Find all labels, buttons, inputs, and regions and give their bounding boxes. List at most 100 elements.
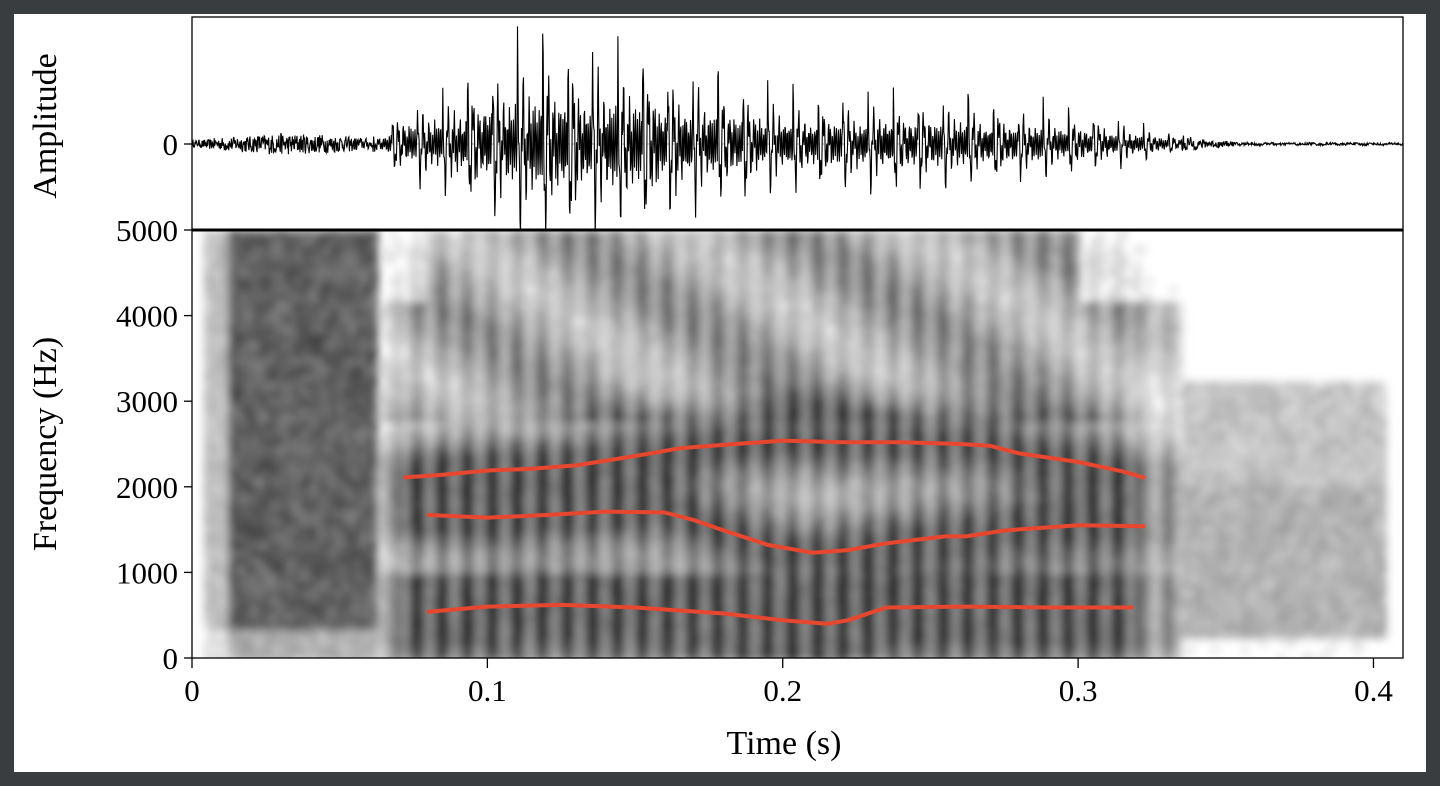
spectrogram-cell: [240, 590, 247, 599]
spectrogram-cell: [258, 646, 265, 655]
spectrogram-cell: [498, 446, 505, 455]
spectrogram-cell: [576, 566, 583, 575]
spectrogram-cell: [264, 374, 271, 383]
spectrogram-cell: [552, 286, 559, 295]
spectrogram-cell: [444, 654, 451, 658]
spectrogram-cell: [540, 398, 547, 407]
spectrogram-cell: [210, 526, 217, 535]
spectrogram-cell: [408, 478, 415, 487]
spectrogram-cell: [606, 558, 613, 567]
spectrogram-cell: [492, 334, 499, 343]
spectrogram-cell: [714, 430, 721, 439]
spectrogram-cell: [354, 398, 361, 407]
spectrogram-cell: [636, 438, 643, 447]
spectrogram-cell: [360, 398, 367, 407]
spectrogram-cell: [582, 542, 589, 551]
spectrogram-cell: [216, 534, 223, 543]
spectrogram-cell: [540, 478, 547, 487]
spectrogram-cell: [528, 494, 535, 503]
spectrogram-cell: [690, 550, 697, 559]
spectrogram-cell: [258, 294, 265, 303]
spectrogram-cell: [486, 638, 493, 647]
spectrogram-cell: [642, 278, 649, 287]
spectrogram-cell: [360, 406, 367, 415]
spectrogram-cell: [648, 550, 655, 559]
spectrogram-cell: [342, 262, 349, 271]
spectrogram-cell: [738, 598, 745, 607]
spectrogram-cell: [438, 654, 445, 658]
spectrogram-cell: [492, 622, 499, 631]
spectrogram-cell: [714, 606, 721, 615]
spectrogram-cell: [408, 470, 415, 479]
spectrogram-cell: [594, 262, 601, 271]
spectrogram-cell: [336, 254, 343, 263]
spectrogram-cell: [426, 574, 433, 583]
spectrogram-cell: [684, 414, 691, 423]
spectrogram-cell: [264, 310, 271, 319]
spectrogram-cell: [750, 646, 757, 655]
spectrogram-cell: [744, 398, 751, 407]
spectrogram-cell: [546, 326, 553, 335]
spectrogram-cell: [684, 534, 691, 543]
spectrogram-cell: [462, 238, 469, 247]
spectrogram-cell: [678, 238, 685, 247]
spectrogram-cell: [276, 246, 283, 255]
spectrogram-cell: [642, 334, 649, 343]
spectrogram-cell: [582, 582, 589, 591]
spectrogram-cell: [240, 334, 247, 343]
spectrogram-cell: [324, 454, 331, 463]
spectrogram-cell: [714, 382, 721, 391]
spectrogram-cell: [246, 238, 253, 247]
spectrogram-cell: [228, 366, 235, 375]
spectrogram-cell: [294, 534, 301, 543]
spectrogram-cell: [240, 398, 247, 407]
spectrogram-cell: [480, 238, 487, 247]
spectrogram-cell: [570, 534, 577, 543]
spectrogram-cell: [678, 470, 685, 479]
spectrogram-cell: [474, 230, 481, 239]
spectrogram-cell: [456, 350, 463, 359]
spectrogram-cell: [570, 238, 577, 247]
spectrogram-cell: [744, 294, 751, 303]
spectrogram-cell: [240, 630, 247, 639]
spectrogram-cell: [678, 454, 685, 463]
spectrogram-cell: [750, 430, 757, 439]
spectrogram-cell: [294, 246, 301, 255]
spectrogram-cell: [312, 254, 319, 263]
spectrogram-cell: [360, 438, 367, 447]
spectrogram-cell: [228, 382, 235, 391]
spectrogram-cell: [216, 278, 223, 287]
spectrogram-cell: [330, 462, 337, 471]
spectrogram-cell: [240, 286, 247, 295]
spectrogram-cell: [294, 406, 301, 415]
spectrogram-cell: [594, 526, 601, 535]
spectrogram-cell: [660, 398, 667, 407]
spectrogram-cell: [738, 638, 745, 647]
spectrogram-cell: [366, 590, 373, 599]
spectrogram-cell: [360, 414, 367, 423]
spectrogram-cell: [432, 478, 439, 487]
spectrogram-cell: [432, 254, 439, 263]
spectrogram-cell: [420, 382, 427, 391]
spectrogram-cell: [474, 526, 481, 535]
spectrogram-cell: [264, 414, 271, 423]
spectrogram-cell: [756, 302, 763, 311]
spectrogram-cell: [594, 454, 601, 463]
spectrogram-cell: [252, 382, 259, 391]
spectrogram-cell: [384, 598, 391, 607]
spectrogram-cell: [738, 366, 745, 375]
spectrogram-cell: [678, 590, 685, 599]
spectrogram-cell: [480, 454, 487, 463]
spectrogram-cell: [462, 518, 469, 527]
spectrogram-cell: [240, 598, 247, 607]
spectrogram-cell: [324, 510, 331, 519]
spectrogram-cell: [306, 646, 313, 655]
spectrogram-cell: [606, 470, 613, 479]
spectrogram-cell: [678, 414, 685, 423]
spectrogram-cell: [708, 510, 715, 519]
spectrogram-cell: [510, 582, 517, 591]
spectrogram-cell: [414, 526, 421, 535]
spectrogram-cell: [234, 606, 241, 615]
spectrogram-cell: [546, 534, 553, 543]
spectrogram-cell: [288, 638, 295, 647]
